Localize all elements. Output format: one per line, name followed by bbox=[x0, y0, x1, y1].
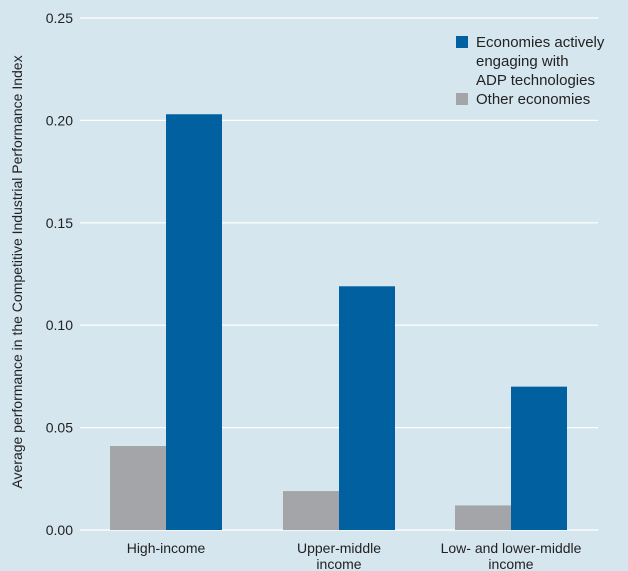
category-label: Upper-middle bbox=[297, 540, 381, 556]
y-tick-label: 0.15 bbox=[46, 215, 73, 231]
category-label: Low- and lower-middle bbox=[441, 540, 582, 556]
y-tick-label: 0.10 bbox=[46, 317, 73, 333]
legend: Economies actively engaging with ADP techn… bbox=[456, 34, 605, 108]
bar bbox=[283, 491, 339, 530]
bars bbox=[110, 114, 567, 531]
y-axis-label: Average performance in the Competitive I… bbox=[9, 55, 25, 488]
y-tick-label: 0.25 bbox=[46, 10, 73, 26]
legend-label: Economies actively bbox=[476, 34, 605, 51]
bar bbox=[455, 505, 511, 530]
y-tick-labels: 0.00 0.05 0.10 0.15 0.20 0.25 bbox=[46, 10, 73, 538]
category-label: High-income bbox=[127, 540, 206, 556]
y-tick-label: 0.05 bbox=[46, 420, 73, 436]
category-label: income bbox=[316, 556, 361, 571]
bar bbox=[511, 386, 567, 530]
legend-swatch bbox=[456, 36, 468, 48]
legend-label: Other economies bbox=[476, 91, 590, 108]
y-tick-label: 0.00 bbox=[46, 522, 73, 538]
bar bbox=[339, 286, 395, 530]
legend-label: ADP technologies bbox=[476, 72, 595, 89]
y-tick-label: 0.20 bbox=[46, 112, 73, 128]
bar bbox=[166, 114, 222, 531]
category-label: income bbox=[488, 556, 533, 571]
legend-label: engaging with bbox=[476, 53, 569, 70]
bar bbox=[110, 446, 166, 530]
legend-swatch bbox=[456, 93, 468, 105]
